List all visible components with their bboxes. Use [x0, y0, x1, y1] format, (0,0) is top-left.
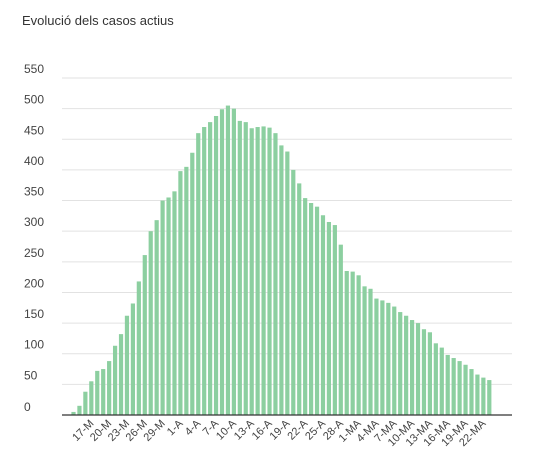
bar: [83, 391, 88, 415]
y-tick-label: 150: [24, 307, 44, 321]
bar: [463, 364, 468, 415]
bar: [415, 323, 421, 415]
bar: [326, 221, 332, 415]
bar: [421, 329, 427, 415]
bar: [225, 105, 231, 415]
bar: [208, 122, 213, 416]
bar: [130, 303, 135, 415]
y-tick-label: 350: [24, 185, 44, 199]
bar: [291, 169, 296, 415]
bar: [213, 115, 219, 416]
bar: [142, 255, 147, 415]
x-tick-label: 4-A: [183, 417, 204, 438]
y-tick-label: 0: [24, 400, 31, 414]
x-axis-ticks: 17-M20-M23-M26-M29-M1-A4-A7-A10-A13-A16-…: [70, 417, 489, 449]
bar: [481, 377, 486, 415]
bar: [101, 369, 106, 415]
bar: [112, 345, 118, 415]
bar: [219, 109, 225, 415]
bar: [380, 300, 385, 415]
bar: [95, 370, 100, 415]
bar: [267, 127, 272, 415]
bar: [231, 108, 236, 415]
y-tick-label: 100: [24, 338, 44, 352]
bar: [350, 271, 355, 415]
y-tick-label: 500: [24, 93, 44, 107]
bar: [160, 200, 165, 415]
bar: [243, 122, 248, 416]
bar: [439, 347, 444, 415]
bar: [392, 306, 397, 415]
bar: [475, 374, 480, 415]
bar: [398, 312, 403, 415]
x-tick-label: 1-A: [165, 417, 186, 438]
bar: [249, 128, 254, 416]
y-axis-ticks: 0 50 100 150 200 250 300 350 400 450 500 550: [24, 62, 44, 414]
bar: [344, 271, 349, 415]
x-tick-label: 29-M: [142, 418, 168, 444]
bar: [469, 369, 474, 415]
bar: [184, 166, 189, 415]
bar: [237, 120, 242, 415]
bar: [338, 244, 343, 415]
bar: [285, 151, 290, 415]
bar: [332, 225, 337, 415]
bar: [71, 411, 76, 415]
bar: [154, 220, 159, 415]
bar: [386, 302, 391, 415]
bar: [297, 183, 302, 415]
bar: [451, 358, 456, 415]
bar: [190, 152, 195, 415]
bar: [279, 145, 284, 415]
bar: [362, 286, 367, 415]
bar: [77, 405, 82, 415]
bar: [124, 315, 130, 415]
bar: [433, 343, 438, 415]
bar: [374, 298, 379, 415]
bar: [320, 215, 326, 415]
bar: [409, 320, 415, 415]
bar: [445, 354, 450, 415]
bar: [202, 127, 207, 416]
bar: [314, 206, 320, 415]
y-tick-label: 400: [24, 154, 44, 168]
chart-title: Evolució dels casos actius: [22, 13, 174, 28]
bar: [273, 133, 278, 415]
bar: [178, 171, 183, 415]
y-tick-label: 250: [24, 246, 44, 260]
y-tick-label: 50: [24, 368, 38, 382]
bar: [261, 126, 266, 415]
y-tick-label: 200: [24, 276, 44, 290]
bar: [303, 198, 308, 415]
bar: [196, 133, 201, 415]
bar: [255, 127, 260, 416]
y-tick-label: 300: [24, 215, 44, 229]
y-tick-label: 450: [24, 123, 44, 137]
bar: [487, 380, 492, 415]
bar: [356, 275, 361, 415]
bar: [166, 197, 171, 415]
bar: [148, 231, 153, 415]
bar: [427, 332, 432, 415]
bar: [404, 315, 409, 415]
bar: [457, 361, 462, 415]
y-tick-label: 550: [24, 62, 44, 76]
bar: [136, 281, 141, 415]
bar: [368, 288, 373, 415]
bar: [89, 381, 94, 415]
bar: [107, 361, 112, 415]
bars: [71, 105, 492, 416]
bar: [118, 334, 124, 415]
bar: [309, 203, 314, 415]
bar: [172, 191, 177, 415]
